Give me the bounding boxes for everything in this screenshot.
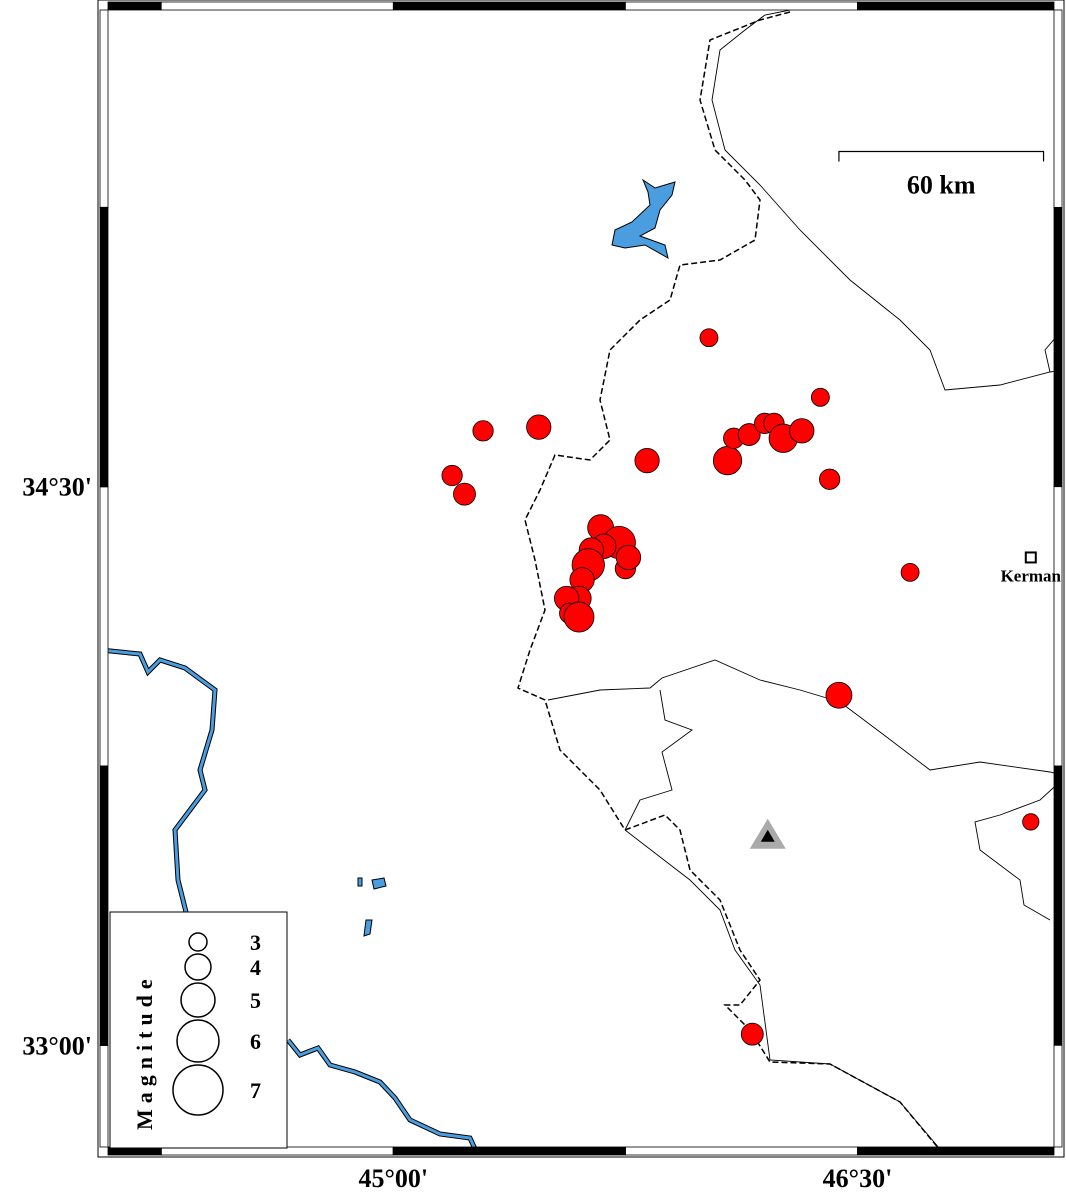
earthquake: [634, 448, 660, 474]
river: [286, 1039, 476, 1147]
station-core: [760, 829, 775, 842]
y-tick-label: 34°30': [22, 473, 92, 502]
earthquake: [737, 423, 761, 446]
legend-symbol: [172, 1064, 224, 1116]
frame-outline: [97, 0, 1065, 1158]
legend-title: Magnitude: [132, 973, 157, 1130]
scale-bar: [838, 150, 1045, 162]
legend-symbol: [184, 953, 212, 981]
river: [286, 1038, 477, 1147]
international-border: [517, 11, 939, 1147]
earthquake: [810, 387, 830, 407]
lake: [611, 178, 676, 259]
earthquake: [615, 544, 642, 571]
earthquake: [819, 468, 841, 490]
frame-band: [1053, 765, 1063, 1046]
earthquake: [526, 414, 552, 440]
basemap: [108, 10, 1054, 1147]
earthquake: [1022, 813, 1040, 831]
frame-band: [99, 9, 109, 208]
legend-symbol: [180, 982, 216, 1018]
legend-label: 5: [250, 988, 261, 1013]
earthquake: [699, 328, 719, 348]
x-tick-label: 45°00': [359, 1164, 429, 1193]
frame-band: [1053, 9, 1063, 208]
earthquake: [472, 420, 494, 442]
earthquake: [563, 601, 595, 633]
frame: [97, 0, 1065, 1158]
legend-label: 3: [250, 930, 261, 955]
frame-band: [99, 206, 109, 488]
legend-label: 4: [250, 955, 261, 980]
frame-band: [160, 1, 394, 11]
province-boundary: [547, 10, 1054, 1147]
earthquake: [441, 464, 463, 487]
scale-label: 60 km: [907, 171, 976, 200]
frame-band: [392, 1146, 626, 1156]
city-label: Kerman: [1001, 566, 1062, 585]
frame-band: [1053, 1044, 1063, 1148]
data-layer: [441, 328, 1040, 1046]
frame-band: [625, 1, 858, 11]
frame-band: [99, 765, 109, 1046]
river: [108, 648, 218, 913]
frame-band: [107, 1, 162, 11]
frame-band: [99, 1044, 109, 1148]
frame-band: [857, 1, 1055, 11]
y-tick-label: 33°00': [22, 1031, 92, 1060]
frame-band: [625, 1146, 858, 1156]
x-tick-label: 46°30': [823, 1164, 893, 1193]
legend-symbol: [176, 1019, 220, 1063]
earthquake: [789, 418, 815, 444]
frame-band: [392, 1, 626, 11]
city-marker: [1024, 551, 1037, 564]
earthquake: [712, 446, 743, 476]
earthquake: [453, 482, 476, 506]
frame-band: [1053, 486, 1063, 767]
frame-band: [857, 1146, 1055, 1156]
legend-label: 6: [250, 1029, 261, 1054]
earthquake: [900, 562, 920, 582]
legend-label: 7: [250, 1078, 261, 1103]
frame-band: [1053, 206, 1063, 488]
legend-symbol: [188, 932, 208, 952]
frame-band: [99, 486, 109, 767]
river: [108, 649, 217, 913]
lake: [357, 877, 387, 937]
earthquake: [740, 1022, 764, 1046]
earthquake: [825, 681, 853, 709]
